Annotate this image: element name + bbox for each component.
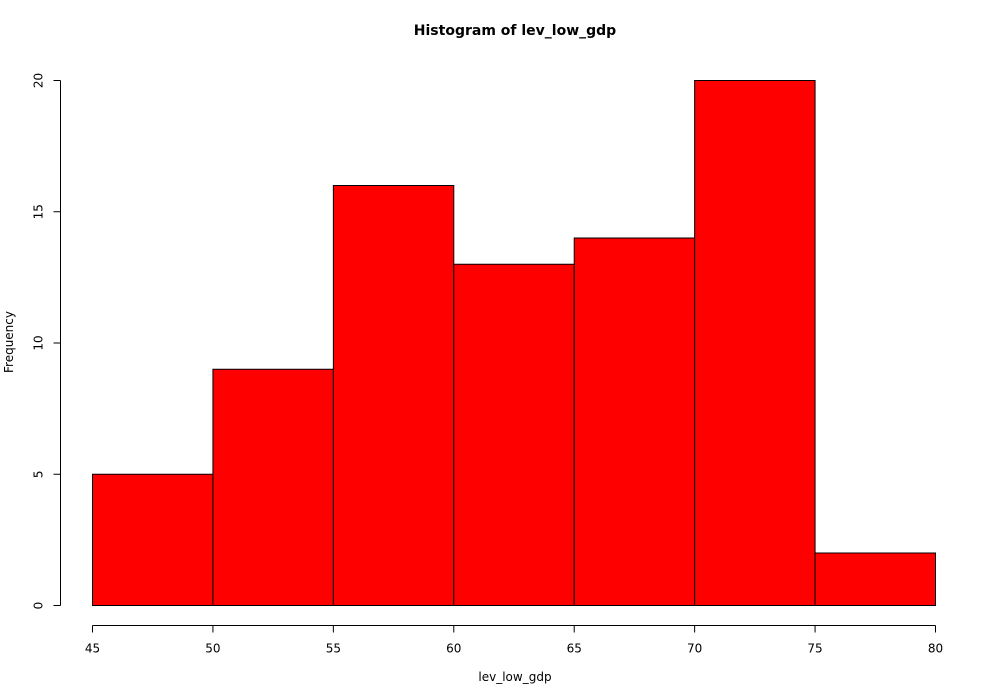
y-tick-label: 10 [32, 335, 46, 350]
bars-group [92, 80, 936, 606]
y-axis-label: Frequency [2, 311, 16, 373]
x-tick-label: 45 [85, 642, 100, 656]
histogram-bar-55-60 [332, 185, 455, 606]
x-tick-label: 80 [928, 642, 943, 656]
y-tick-label: 5 [32, 470, 46, 478]
x-tick-label: 70 [687, 642, 702, 656]
x-tick-label: 50 [205, 642, 220, 656]
chart-title: Histogram of lev_low_gdp [414, 23, 616, 39]
x-tick-label: 55 [326, 642, 341, 656]
histogram-bar-75-80 [814, 552, 936, 606]
x-tick-label: 60 [446, 642, 461, 656]
y-tick-label: 15 [32, 204, 46, 219]
histogram-bar-70-75 [694, 80, 816, 606]
x-tick-label: 65 [567, 642, 582, 656]
x-axis: 45 50 55 60 65 70 75 80 [85, 625, 943, 656]
x-tick-label: 75 [807, 642, 822, 656]
y-tick-label: 20 [32, 73, 46, 88]
histogram-bar-60-65 [453, 263, 575, 606]
y-axis: 0 5 10 15 20 [32, 73, 61, 609]
y-tick-label: 0 [32, 602, 46, 610]
x-axis-label: lev_low_gdp [478, 670, 551, 684]
histogram-bar-50-55 [212, 368, 334, 606]
histogram-bar-65-70 [573, 237, 696, 606]
histogram-bar-45-50 [92, 473, 214, 606]
